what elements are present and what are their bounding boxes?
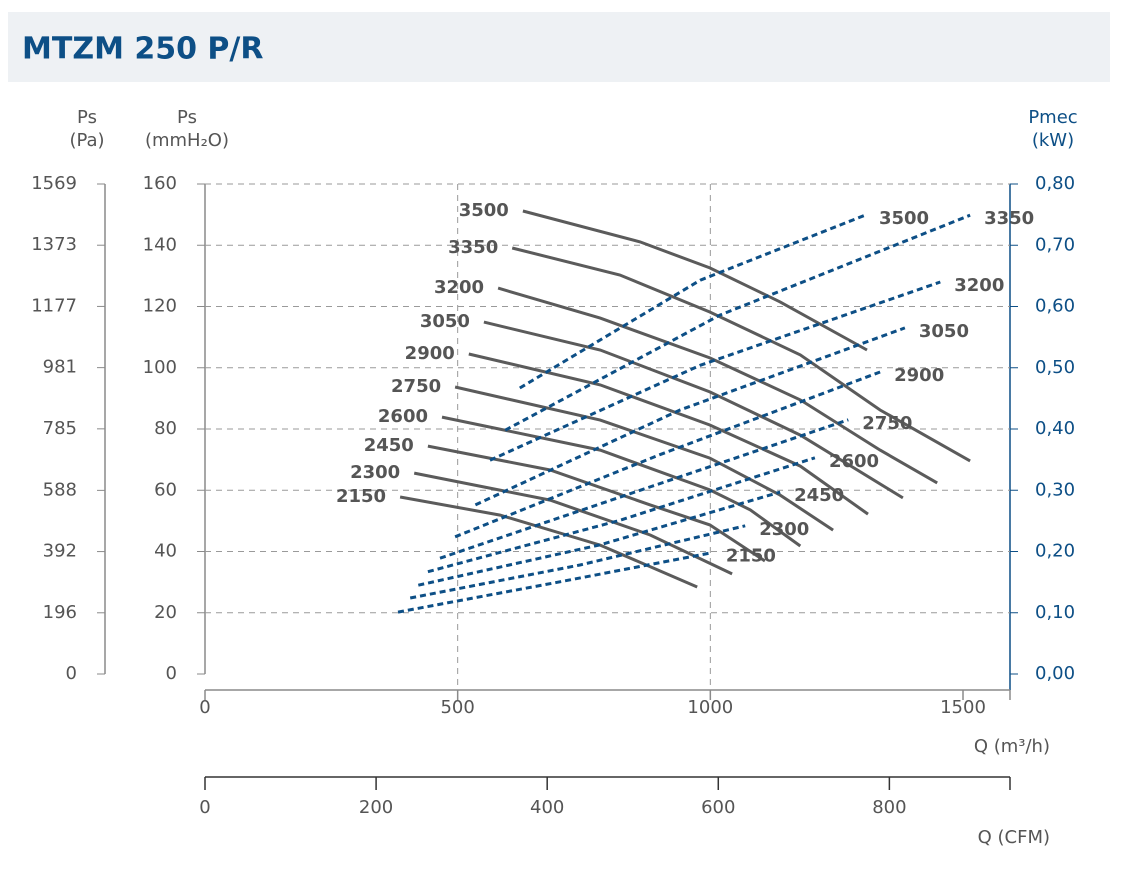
curve-label: 3500 [879, 208, 929, 229]
y-pa-tick-label: 981 [43, 357, 77, 378]
x2-tick-label: 200 [359, 797, 393, 818]
y-tick-label: 40 [154, 541, 177, 562]
curve [454, 385, 834, 532]
chart-title: MTZM 250 P/R [22, 32, 263, 67]
y-tick-label: 0 [166, 663, 177, 684]
y2-tick-label: 0,30 [1035, 479, 1075, 500]
x-label: Q (m³/h) [974, 736, 1050, 757]
curve [519, 213, 866, 390]
x2-tick-label: 800 [872, 797, 906, 818]
curve [454, 370, 881, 539]
curve-label: 3200 [434, 277, 484, 298]
curve [439, 418, 849, 560]
curve [474, 326, 906, 507]
y-tick-label: 60 [154, 479, 177, 500]
curve-label: 3500 [459, 200, 509, 221]
curve [441, 415, 802, 548]
curve [489, 280, 941, 462]
curve-label: 2300 [759, 519, 809, 540]
curve-label: 3050 [919, 321, 969, 342]
curve [511, 246, 971, 463]
y-tick-label: 120 [143, 296, 177, 317]
curve [468, 352, 869, 516]
curve-label: 2750 [862, 413, 912, 434]
y-pa-tick-label: 1373 [31, 234, 77, 255]
y-tick-label: 20 [154, 602, 177, 623]
curve [409, 524, 746, 600]
curve-label: 2150 [726, 546, 776, 567]
curve [427, 456, 816, 574]
x-tick-label: 0 [199, 697, 210, 718]
y2-tick-label: 0,10 [1035, 602, 1075, 623]
y2-tick-label: 0,50 [1035, 357, 1075, 378]
title-bar [8, 12, 1110, 82]
x2-tick-label: 0 [199, 797, 210, 818]
x2-tick-label: 600 [701, 797, 735, 818]
y-pa-tick-label: 0 [66, 663, 77, 684]
curve [417, 490, 781, 587]
y-pa-label: Ps [77, 107, 97, 128]
y2-unit: (kW) [1032, 130, 1074, 151]
curve-label: 2600 [829, 451, 879, 472]
x-tick-label: 1500 [940, 697, 986, 718]
y-tick-label: 80 [154, 418, 177, 439]
y-pa-tick-label: 588 [43, 479, 77, 500]
curve [522, 209, 868, 352]
curve-label: 2900 [894, 365, 944, 386]
curve [483, 320, 904, 500]
y-pa-tick-label: 392 [43, 541, 77, 562]
curve [504, 213, 971, 432]
x2-tick-label: 400 [530, 797, 564, 818]
y-pa-tick-label: 1569 [31, 173, 77, 194]
y-tick-label: 140 [143, 234, 177, 255]
y-pa-tick-label: 196 [43, 602, 77, 623]
curve-label: 3200 [954, 275, 1004, 296]
curve-label: 2450 [794, 485, 844, 506]
y-pa-tick-label: 785 [43, 418, 77, 439]
curve-label: 3050 [420, 311, 470, 332]
y2-tick-label: 0,60 [1035, 296, 1075, 317]
curve-label: 2750 [391, 376, 441, 397]
y-tick-label: 100 [143, 357, 177, 378]
curve-label: 2900 [405, 343, 455, 364]
x2-label: Q (CFM) [978, 827, 1050, 848]
curve-label: 2450 [364, 435, 414, 456]
curve-label: 3350 [984, 208, 1034, 229]
y-pa-tick-label: 1177 [31, 295, 77, 316]
curve-label: 2300 [350, 462, 400, 483]
y-label: Ps [177, 107, 197, 128]
y2-tick-label: 0,20 [1035, 541, 1075, 562]
y2-tick-label: 0,40 [1035, 418, 1075, 439]
y-tick-label: 160 [143, 173, 177, 194]
curve [497, 286, 938, 485]
curve [413, 471, 733, 576]
y-unit: (mmH₂O) [145, 130, 229, 151]
y2-tick-label: 0,70 [1035, 234, 1075, 255]
y2-tick-label: 0,80 [1035, 173, 1075, 194]
curve-label: 2600 [378, 406, 428, 427]
y2-tick-label: 0,00 [1035, 663, 1075, 684]
x-tick-label: 500 [440, 697, 474, 718]
x-tick-label: 1000 [687, 697, 733, 718]
y2-label: Pmec [1028, 107, 1077, 128]
curve-label: 2150 [336, 486, 386, 507]
curve [397, 551, 713, 614]
curve [427, 444, 766, 563]
curve-label: 3350 [448, 237, 498, 258]
y-pa-unit: (Pa) [69, 130, 104, 151]
